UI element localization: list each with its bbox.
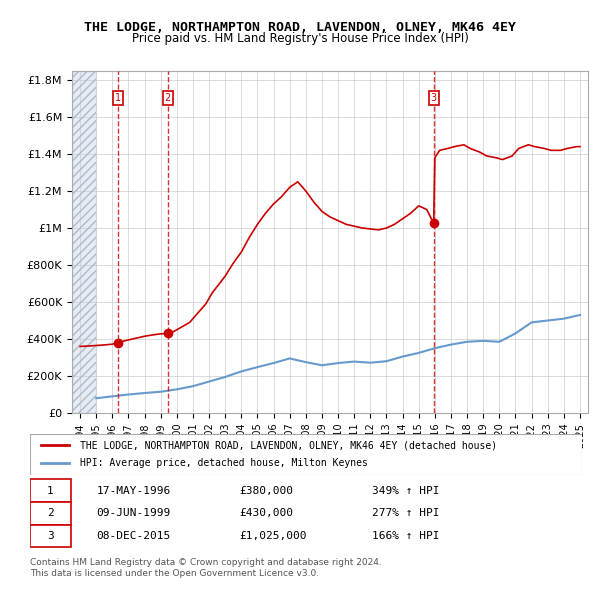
Text: 277% ↑ HPI: 277% ↑ HPI — [372, 509, 440, 518]
Text: 3: 3 — [431, 93, 437, 103]
Text: 09-JUN-1999: 09-JUN-1999 — [96, 509, 170, 518]
Text: 17-MAY-1996: 17-MAY-1996 — [96, 486, 170, 496]
Text: £430,000: £430,000 — [240, 509, 294, 518]
Text: 2: 2 — [47, 509, 54, 518]
FancyBboxPatch shape — [30, 525, 71, 548]
Bar — [72, 71, 96, 413]
Text: 1: 1 — [115, 93, 122, 103]
Bar — [72, 71, 96, 413]
Text: £1,025,000: £1,025,000 — [240, 531, 307, 541]
FancyBboxPatch shape — [30, 434, 582, 475]
Text: 3: 3 — [47, 531, 54, 541]
Text: THE LODGE, NORTHAMPTON ROAD, LAVENDON, OLNEY, MK46 4EY (detached house): THE LODGE, NORTHAMPTON ROAD, LAVENDON, O… — [80, 440, 497, 450]
Text: Price paid vs. HM Land Registry's House Price Index (HPI): Price paid vs. HM Land Registry's House … — [131, 32, 469, 45]
Text: This data is licensed under the Open Government Licence v3.0.: This data is licensed under the Open Gov… — [30, 569, 319, 578]
FancyBboxPatch shape — [30, 479, 71, 502]
Text: 08-DEC-2015: 08-DEC-2015 — [96, 531, 170, 541]
Text: 166% ↑ HPI: 166% ↑ HPI — [372, 531, 440, 541]
Text: 1: 1 — [47, 486, 54, 496]
FancyBboxPatch shape — [30, 502, 71, 525]
Text: 2: 2 — [164, 93, 171, 103]
Text: Contains HM Land Registry data © Crown copyright and database right 2024.: Contains HM Land Registry data © Crown c… — [30, 558, 382, 566]
Text: THE LODGE, NORTHAMPTON ROAD, LAVENDON, OLNEY, MK46 4EY: THE LODGE, NORTHAMPTON ROAD, LAVENDON, O… — [84, 21, 516, 34]
Text: 349% ↑ HPI: 349% ↑ HPI — [372, 486, 440, 496]
Text: HPI: Average price, detached house, Milton Keynes: HPI: Average price, detached house, Milt… — [80, 458, 368, 468]
Text: £380,000: £380,000 — [240, 486, 294, 496]
